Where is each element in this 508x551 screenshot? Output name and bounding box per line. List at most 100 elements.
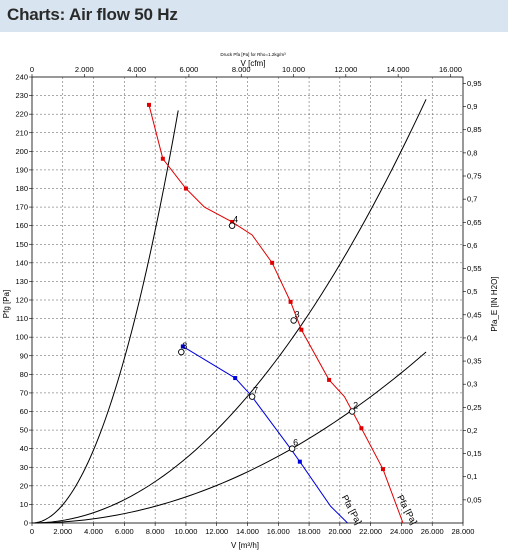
y2-tick-label: 0,4 <box>467 333 477 342</box>
y-tick-label: 50 <box>20 426 28 435</box>
y2-tick-label: 0,3 <box>467 380 477 389</box>
x2-axis-title: V [cfm] <box>241 59 266 68</box>
series-point <box>230 219 235 224</box>
y-tick-label: 180 <box>15 184 28 193</box>
y2-tick-label: 0,6 <box>467 241 477 250</box>
series-label: Pfa [Pa] <box>340 493 364 526</box>
x2-tick-label: 8.000 <box>232 65 251 74</box>
y2-tick-label: 0,25 <box>467 403 482 412</box>
series-point <box>380 467 385 472</box>
y-tick-label: 110 <box>16 314 28 323</box>
y-tick-label: 80 <box>20 370 28 379</box>
system-curve <box>31 351 427 524</box>
series-point <box>183 186 188 191</box>
y2-tick-label: 0,1 <box>467 472 477 481</box>
operating-point <box>290 317 297 324</box>
operating-point-label: 7 <box>253 386 258 396</box>
operating-point-label: 2 <box>353 401 358 411</box>
x-tick-label: 18.000 <box>298 527 321 536</box>
y-tick-label: 30 <box>20 463 28 472</box>
y-tick-label: 230 <box>15 91 28 100</box>
x-tick-label: 10.000 <box>174 527 197 536</box>
y2-tick-label: 0,5 <box>467 287 477 296</box>
x-tick-label: 26.000 <box>421 527 444 536</box>
operating-point-label: 3 <box>295 309 300 319</box>
y-tick-label: 70 <box>20 388 28 397</box>
operating-point <box>248 393 256 400</box>
x2-tick-label: 0 <box>30 65 34 74</box>
x-tick-label: 28.000 <box>452 527 475 536</box>
operating-point <box>228 222 236 229</box>
series-line <box>148 104 404 524</box>
y-tick-label: 120 <box>15 296 28 305</box>
y2-tick-label: 0,15 <box>467 449 482 458</box>
x2-tick-label: 16.000 <box>439 65 462 74</box>
operating-point-label: 6 <box>293 438 298 448</box>
y-tick-label: 20 <box>20 481 28 490</box>
x-tick-label: 2.000 <box>53 527 72 536</box>
operating-point <box>178 348 185 356</box>
y2-tick-label: 0,55 <box>467 264 482 273</box>
y2-tick-label: 0,65 <box>467 218 482 227</box>
x-axis-title: V [m³/h] <box>231 541 259 550</box>
series-point <box>327 377 332 382</box>
system-curve <box>31 110 179 524</box>
y-tick-label: 150 <box>15 240 28 249</box>
series-point <box>160 156 165 161</box>
series-point <box>299 327 304 332</box>
y2-tick-label: 0,7 <box>467 195 477 204</box>
series-point <box>146 102 151 107</box>
x-tick-label: 22.000 <box>359 527 382 536</box>
y2-tick-label: 0,2 <box>467 426 477 435</box>
y-tick-label: 220 <box>15 110 28 119</box>
x2-tick-label: 10.000 <box>282 65 305 74</box>
y-axis-title: Pfg [Pa] <box>2 290 11 318</box>
series-point <box>233 376 238 381</box>
y-tick-label: 60 <box>20 407 28 416</box>
series-point <box>180 344 185 349</box>
x2-tick-label: 14.000 <box>387 65 410 74</box>
y2-tick-label: 0,05 <box>467 495 482 504</box>
page-header: Charts: Air flow 50 Hz <box>0 0 508 32</box>
plot-area: 0 2.000 4.000 6.000 8.000 10.000 12.000 14.000 1… <box>15 65 481 536</box>
y-tick-label: 100 <box>15 333 28 342</box>
x-tick-label: 16.000 <box>267 527 290 536</box>
y-tick-label: 10 <box>20 500 28 509</box>
y-tick-label: 140 <box>15 258 28 267</box>
operating-point-label: 4 <box>233 215 238 225</box>
operating-point-label: 8 <box>182 341 187 351</box>
x-tick-label: 20.000 <box>328 527 351 536</box>
operating-point <box>288 445 296 452</box>
y2-tick-label: 0,9 <box>467 102 477 111</box>
x2-tick-label: 4.000 <box>127 65 146 74</box>
y-tick-label: 160 <box>15 221 28 230</box>
chart-caption: Druck Pfa [Pa] for Rho=1.2kg/m³ <box>220 52 286 57</box>
x-tick-label: 8.000 <box>146 527 165 536</box>
x-tick-label: 24.000 <box>390 527 413 536</box>
operating-point <box>348 408 356 415</box>
air-flow-chart: Druck Pfa [Pa] for Rho=1.2kg/m³ V [cfm] … <box>2 52 499 550</box>
series-point <box>288 299 293 304</box>
x-tick-label: 6.000 <box>115 527 134 536</box>
y-tick-label: 210 <box>15 128 28 137</box>
y2-tick-label: 0,85 <box>467 125 482 134</box>
y-tick-label: 40 <box>20 444 28 453</box>
x2-tick-label: 2.000 <box>75 65 94 74</box>
x-tick-label: 0 <box>30 527 34 536</box>
series-point <box>270 260 275 265</box>
x-tick-label: 12.000 <box>205 527 228 536</box>
page-title: Charts: Air flow 50 Hz <box>7 5 178 24</box>
x-tick-label: 4.000 <box>84 527 103 536</box>
y2-tick-label: 0,45 <box>467 310 482 319</box>
series-label: Pfa [Pa] <box>395 493 419 526</box>
y2-axis-title: Pfa_E [IN H2O] <box>490 276 499 331</box>
x2-tick-label: 6.000 <box>180 65 199 74</box>
system-curve <box>31 99 427 524</box>
x-tick-label: 14.000 <box>236 527 259 536</box>
y-tick-label: 170 <box>15 203 28 212</box>
y2-tick-label: 0,95 <box>467 79 482 88</box>
y-tick-label: 0 <box>24 519 28 528</box>
x2-tick-label: 12.000 <box>334 65 357 74</box>
y2-tick-label: 0,8 <box>467 148 477 157</box>
y-tick-label: 240 <box>15 73 28 82</box>
